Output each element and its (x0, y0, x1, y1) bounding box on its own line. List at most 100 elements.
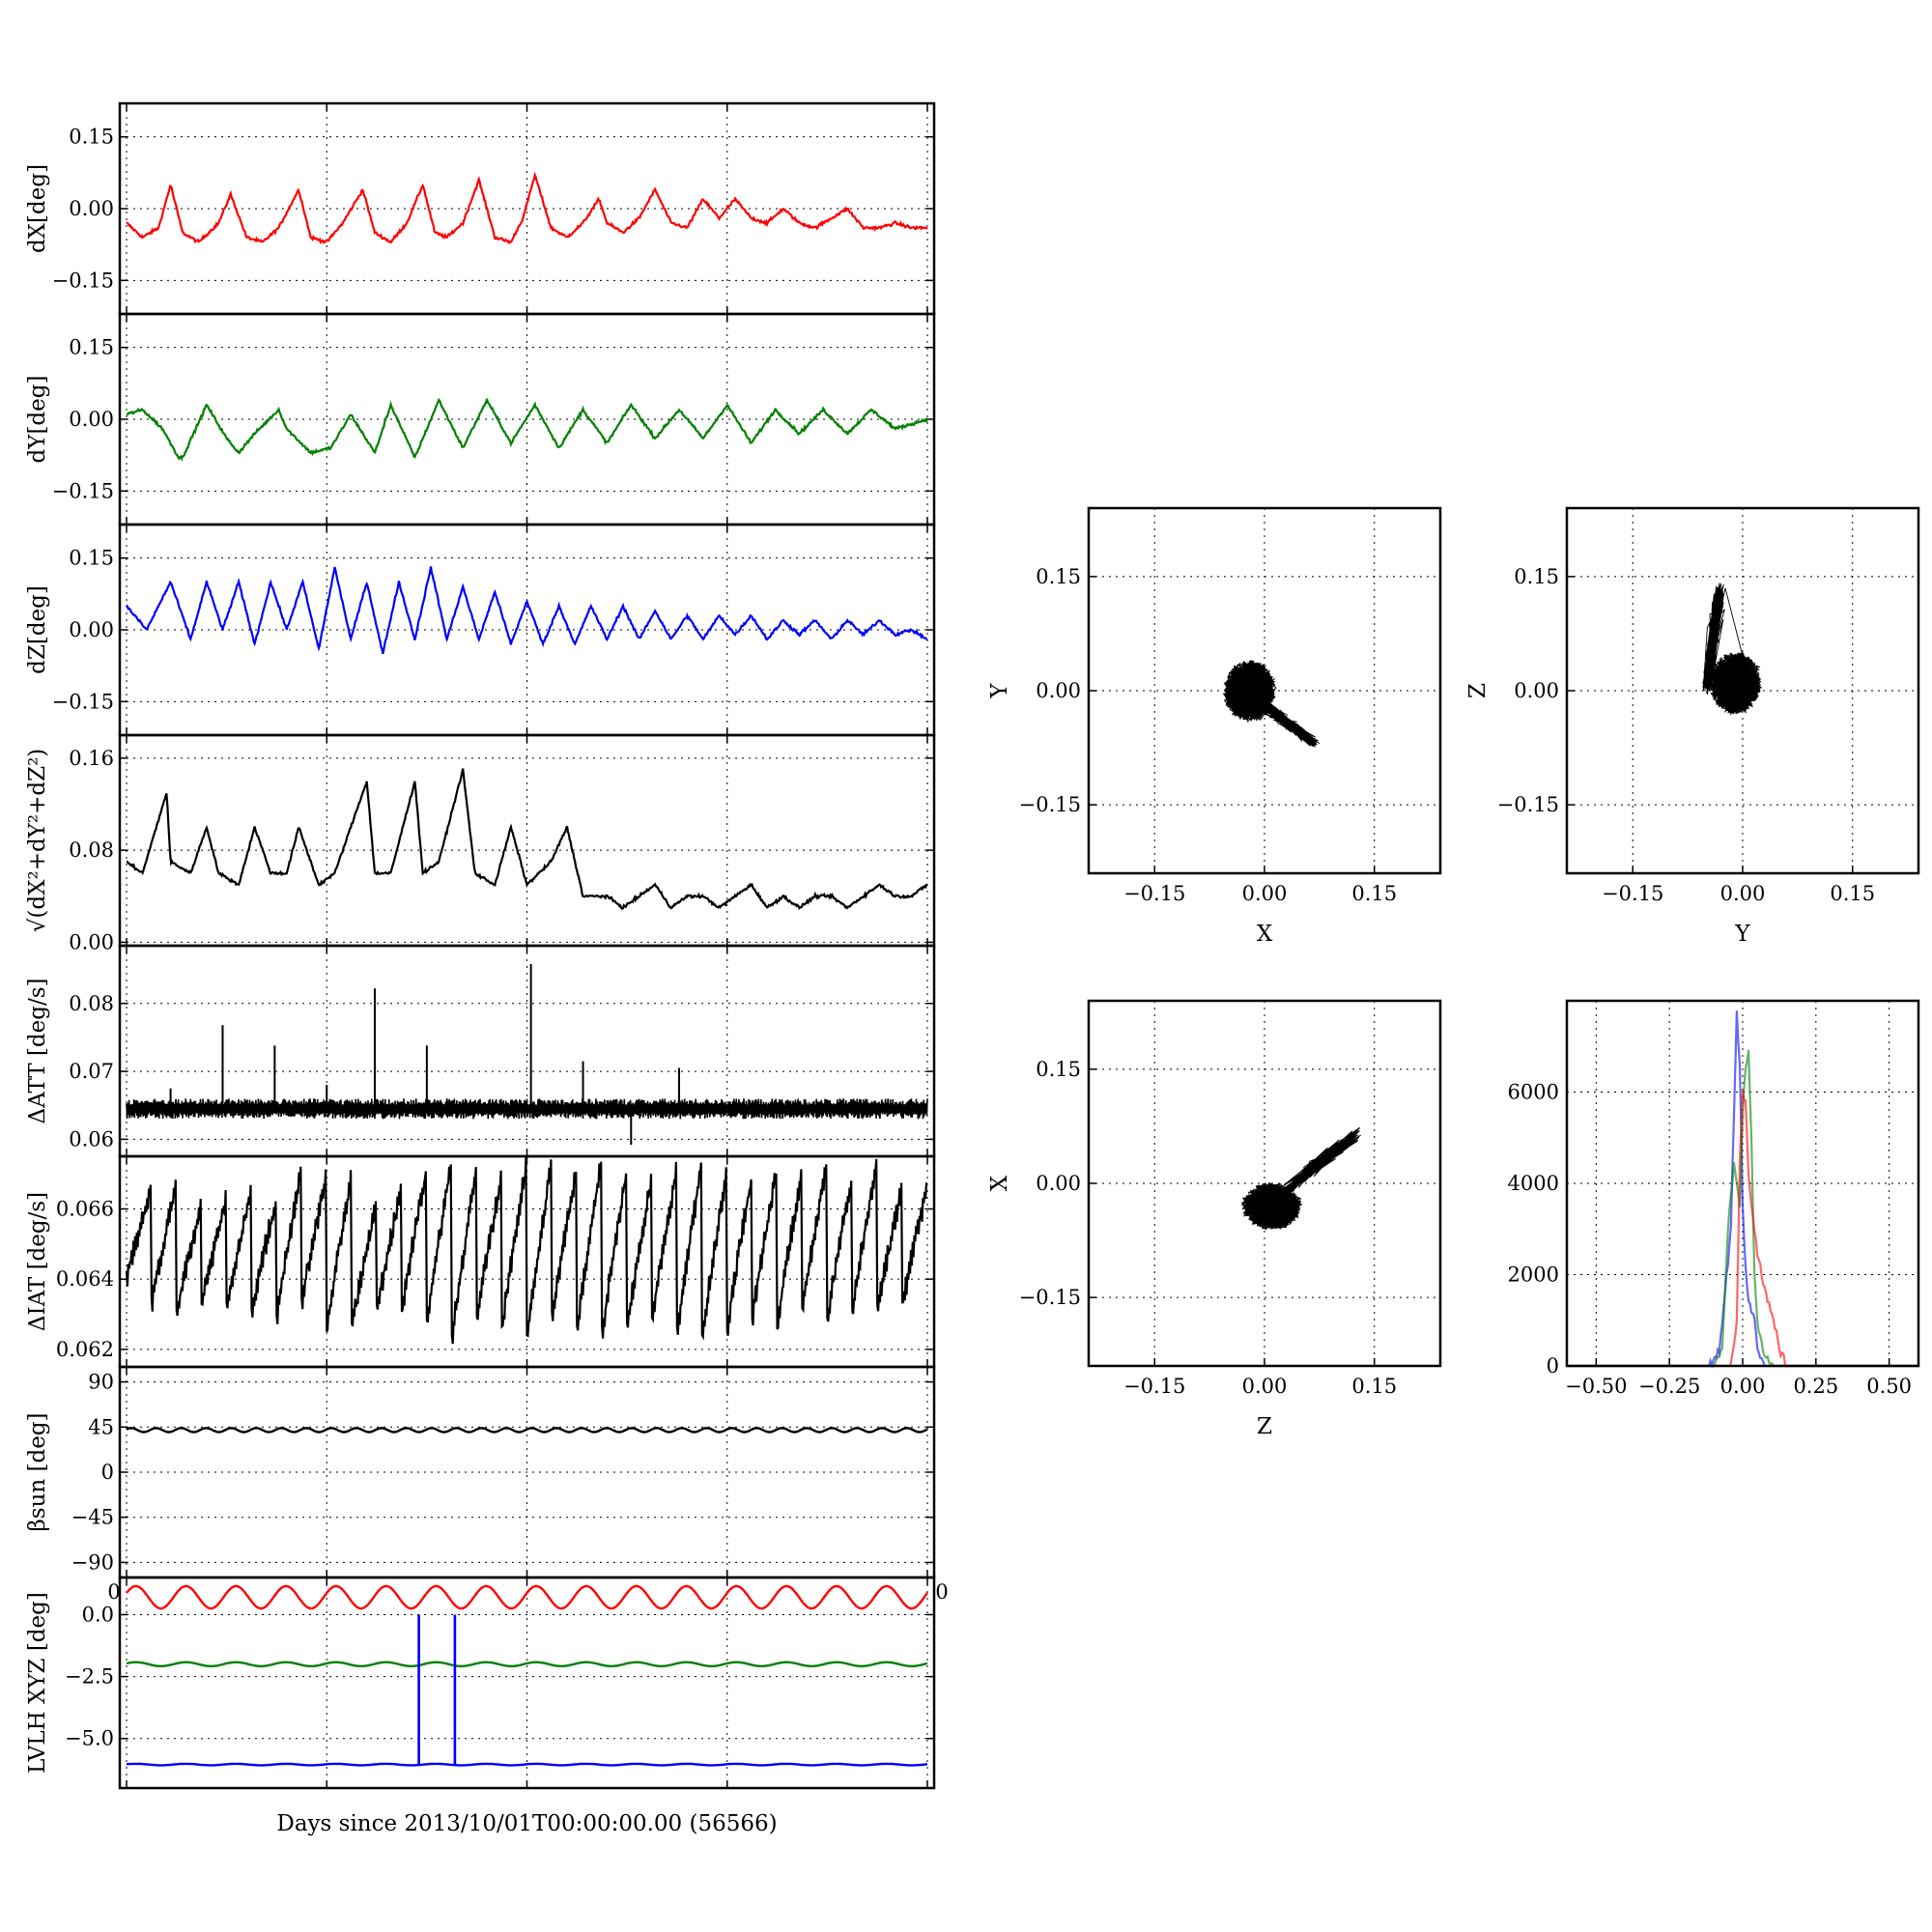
plot-area (126, 1427, 928, 1434)
panel-frame (1565, 999, 1920, 1368)
y-tick-label: 0 (101, 1461, 114, 1484)
y-tick-label: 0.08 (69, 992, 114, 1015)
y-axis-label: dX[deg] (25, 164, 50, 253)
panel-frame (1087, 506, 1442, 875)
series-line-dr (126, 768, 928, 911)
x-tick-label: −0.50 (1565, 1375, 1627, 1398)
series-line-datt (126, 1098, 928, 1120)
series-line-dy (126, 397, 929, 462)
series-line-lvlh (126, 1661, 928, 1668)
panel-datt: 0.06 0.07 0.08 ΔATT [deg/s] (25, 944, 936, 1158)
y-tick-label: 0.07 (69, 1060, 114, 1083)
y-axis-label: βsun [deg] (25, 1412, 50, 1531)
x-tick-label: 0.00 (1720, 1375, 1766, 1398)
x-axis-label: Y (1734, 922, 1750, 947)
series-line-diat (125, 1157, 928, 1345)
y-tick-label: −0.15 (52, 690, 114, 713)
y-tick-label: 0.15 (1036, 565, 1081, 588)
x-tick-label: −0.15 (1123, 882, 1185, 905)
y-tick-label: 0.00 (69, 618, 114, 641)
series-line-dx (126, 171, 928, 245)
panel-beta: −90 −45 0 45 90 βsun [deg] 0 0 (25, 1365, 949, 1604)
y-tick-label: 0 (1547, 1354, 1559, 1378)
y-tick-label: 0.064 (56, 1267, 114, 1291)
plot-area (126, 963, 928, 1146)
plot-area (126, 1584, 928, 1767)
y-tick-label: −2.5 (65, 1665, 114, 1689)
x-tick-label: 0.25 (1793, 1375, 1838, 1398)
panel-dy: −0.15 0.00 0.15 dY[deg] (25, 312, 936, 526)
x-tick-label: 0.15 (1351, 882, 1397, 905)
panel-frame (1087, 999, 1442, 1368)
panel-dz: −0.15 0.00 0.15 dZ[deg] (25, 523, 936, 737)
series-line-beta (126, 1427, 928, 1434)
y-tick-label: 0.066 (56, 1198, 114, 1221)
y-axis-label: X (987, 1175, 1012, 1191)
y-tick-label: 0.15 (69, 126, 114, 149)
series-line-dz (126, 566, 928, 655)
x-axis-label: Days since 2013/10/01T00:00:00.00 (56566… (276, 1811, 777, 1836)
y-axis-label: Y (987, 683, 1012, 699)
x-tick-label: −0.25 (1638, 1375, 1700, 1398)
y-tick-label: 0.0 (82, 1603, 114, 1626)
panel-scatter_yz: −0.15 −0.15 0.00 0.00 0.15 0.15 Y Z (1465, 506, 1920, 947)
plot-area (126, 171, 928, 245)
y-axis-label: √(dX²+dY²+dZ²) (25, 749, 50, 933)
y-axis-label: LVLH XYZ [deg] (25, 1592, 50, 1774)
scatter-trace (1702, 582, 1763, 717)
plot-area (126, 768, 928, 911)
panel-dr: 0.00 0.08 0.16 √(dX²+dY²+dZ²) (25, 733, 936, 953)
y-tick-label: 0.062 (56, 1338, 114, 1361)
x-tick-label: 0.50 (1866, 1375, 1912, 1398)
y-tick-label: 0.16 (69, 747, 114, 770)
panel-scatter_xy: −0.15 −0.15 0.00 0.00 0.15 0.15 X Y (987, 506, 1442, 947)
x-tick-label: 0 (107, 1580, 120, 1604)
y-axis-label: dZ[deg] (25, 585, 50, 674)
x-tick-label: 0.00 (1242, 1375, 1288, 1398)
y-tick-label: 0.00 (69, 930, 114, 953)
y-axis-label: dY[deg] (25, 376, 50, 464)
y-tick-label: 0.00 (1036, 679, 1081, 702)
panel-frame (118, 944, 936, 1158)
y-tick-label: −5.0 (65, 1727, 114, 1750)
x-tick-label: −0.15 (1123, 1375, 1185, 1398)
x-tick-label: 0.00 (1242, 882, 1288, 905)
panel-diat: 0.062 0.064 0.066 ΔIAT [deg/s] (25, 1154, 936, 1369)
panel-lvlh: −5.0 −2.5 0.0 LVLH XYZ [deg] (25, 1576, 936, 1790)
y-tick-label: 0.15 (69, 336, 114, 359)
y-tick-label: 6000 (1508, 1081, 1559, 1104)
y-tick-label: −0.15 (52, 479, 114, 502)
panel-histogram: −0.50 −0.25 0.00 0.25 0.50 0 2000 4000 6000 (1508, 999, 1920, 1398)
plot-area (126, 566, 928, 655)
y-tick-label: 0.00 (69, 408, 114, 431)
y-tick-label: −0.15 (1019, 793, 1081, 816)
plot-area (125, 1157, 928, 1345)
y-tick-label: 0.08 (69, 838, 114, 862)
y-axis-label: ΔATT [deg/s] (25, 979, 50, 1124)
y-tick-label: 4000 (1508, 1172, 1559, 1195)
y-tick-label: −0.15 (1019, 1286, 1081, 1309)
series-line-lvlh (126, 1584, 928, 1610)
x-axis-label: Z (1257, 1414, 1272, 1439)
panel-dx: −0.15 0.00 0.15 dX[deg] (25, 101, 936, 316)
y-tick-label: −0.15 (1497, 793, 1559, 816)
y-tick-label: 0.15 (1036, 1058, 1081, 1081)
scatter-trace (1222, 660, 1321, 748)
series-line-lvlh (126, 1762, 928, 1767)
y-tick-label: 2000 (1508, 1264, 1559, 1287)
y-tick-label: 0.00 (1514, 679, 1559, 702)
y-axis-label: Z (1465, 683, 1491, 698)
y-tick-label: 0.06 (69, 1127, 114, 1151)
y-tick-label: 45 (88, 1415, 114, 1438)
plot-area (126, 397, 929, 462)
panel-frame (1565, 506, 1920, 875)
x-tick-label: −0.15 (1602, 882, 1663, 905)
y-tick-label: −0.15 (52, 269, 114, 292)
y-tick-label: 0.15 (1514, 565, 1559, 588)
x-tick-label: 0.00 (1720, 882, 1766, 905)
y-tick-label: 90 (88, 1371, 114, 1394)
x-tick-label: 0.15 (1830, 882, 1875, 905)
x-tick-label: 0 (935, 1580, 948, 1604)
panel-frame (118, 733, 936, 948)
